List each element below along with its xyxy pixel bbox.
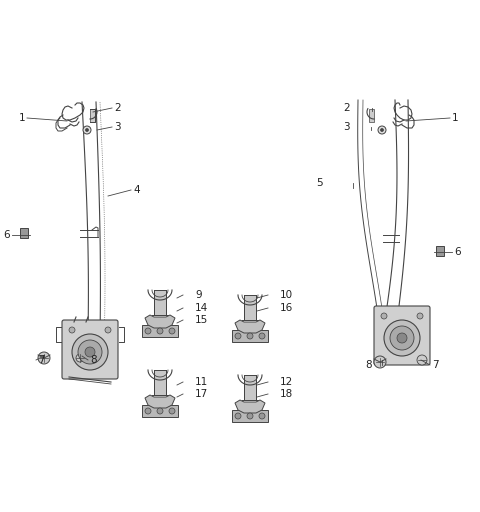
Circle shape	[157, 408, 163, 414]
Circle shape	[76, 354, 84, 362]
Text: 3: 3	[114, 122, 120, 132]
Bar	[142, 405, 178, 417]
Bar	[154, 370, 166, 395]
Circle shape	[247, 413, 253, 419]
Bar	[20, 228, 28, 238]
Text: 6: 6	[3, 230, 10, 240]
Text: 7: 7	[432, 360, 439, 370]
Polygon shape	[235, 320, 265, 333]
Polygon shape	[145, 315, 175, 328]
Bar	[436, 246, 444, 256]
Text: 8: 8	[365, 360, 372, 370]
Bar	[244, 295, 256, 320]
Circle shape	[83, 126, 91, 134]
Text: 4: 4	[133, 185, 140, 195]
Circle shape	[378, 126, 386, 134]
Text: 14: 14	[195, 303, 208, 313]
Circle shape	[384, 320, 420, 356]
Circle shape	[105, 327, 111, 333]
Text: 9: 9	[195, 290, 202, 300]
Circle shape	[169, 328, 175, 334]
Circle shape	[259, 333, 265, 339]
Text: 12: 12	[280, 377, 293, 387]
Polygon shape	[235, 400, 265, 413]
Text: 16: 16	[280, 303, 293, 313]
Text: 3: 3	[343, 122, 350, 132]
Text: 8: 8	[90, 355, 96, 365]
Bar	[232, 330, 268, 342]
Text: 11: 11	[195, 377, 208, 387]
Circle shape	[157, 328, 163, 334]
Circle shape	[381, 313, 387, 319]
Circle shape	[72, 334, 108, 370]
Circle shape	[85, 129, 88, 132]
Circle shape	[374, 356, 386, 368]
Circle shape	[78, 340, 102, 364]
FancyBboxPatch shape	[374, 306, 430, 365]
Circle shape	[381, 129, 384, 132]
Circle shape	[69, 327, 75, 333]
FancyBboxPatch shape	[62, 320, 118, 379]
Bar	[244, 375, 256, 400]
Circle shape	[390, 326, 414, 350]
Text: 18: 18	[280, 389, 293, 399]
Circle shape	[397, 333, 407, 343]
Circle shape	[417, 355, 427, 365]
Text: 7: 7	[38, 355, 45, 365]
Text: 5: 5	[316, 178, 323, 188]
Circle shape	[38, 352, 50, 364]
Polygon shape	[369, 109, 374, 122]
Polygon shape	[90, 109, 95, 122]
Text: 10: 10	[280, 290, 293, 300]
Circle shape	[169, 408, 175, 414]
Circle shape	[247, 333, 253, 339]
Bar	[232, 410, 268, 422]
Text: 6: 6	[454, 247, 461, 257]
Text: 2: 2	[114, 103, 120, 113]
Text: 15: 15	[195, 315, 208, 325]
Text: 1: 1	[18, 113, 25, 123]
Circle shape	[235, 333, 241, 339]
Circle shape	[259, 413, 265, 419]
Circle shape	[145, 408, 151, 414]
Circle shape	[145, 328, 151, 334]
Text: 1: 1	[452, 113, 458, 123]
Text: 17: 17	[195, 389, 208, 399]
Text: 2: 2	[343, 103, 350, 113]
Bar	[142, 325, 178, 337]
Polygon shape	[145, 395, 175, 408]
Circle shape	[85, 347, 95, 357]
Bar	[154, 290, 166, 315]
Circle shape	[417, 313, 423, 319]
Circle shape	[235, 413, 241, 419]
